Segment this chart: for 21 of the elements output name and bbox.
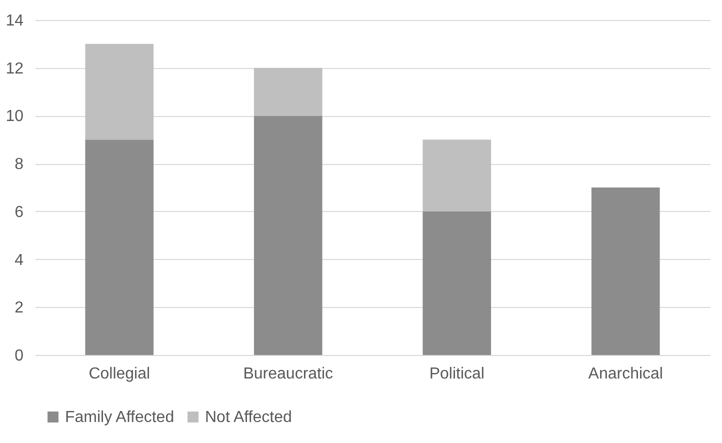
y-tick-label: 0	[14, 348, 24, 364]
bar	[85, 140, 154, 355]
x-tick-label: Anarchical	[588, 366, 663, 382]
x-tick-label: Bureaucratic	[243, 366, 334, 382]
y-tick-label: 8	[14, 156, 24, 174]
bar	[591, 188, 660, 355]
legend-label: Family Affected	[65, 409, 174, 426]
x-tick-label: Collegial	[88, 366, 150, 382]
y-tick-label: 12	[6, 60, 24, 78]
bar	[85, 44, 154, 140]
y-tick-label: 2	[14, 300, 24, 317]
legend-label: Not Affected	[205, 409, 292, 426]
bar	[254, 68, 322, 116]
y-tick-label: 10	[6, 108, 24, 126]
bar	[422, 211, 492, 355]
y-tick-label: 14	[6, 12, 24, 30]
y-tick-label: 4	[14, 252, 24, 269]
x-tick-label: Political	[429, 366, 484, 382]
y-tick-label: 6	[14, 204, 24, 221]
bar	[422, 140, 492, 212]
bar	[254, 116, 322, 355]
